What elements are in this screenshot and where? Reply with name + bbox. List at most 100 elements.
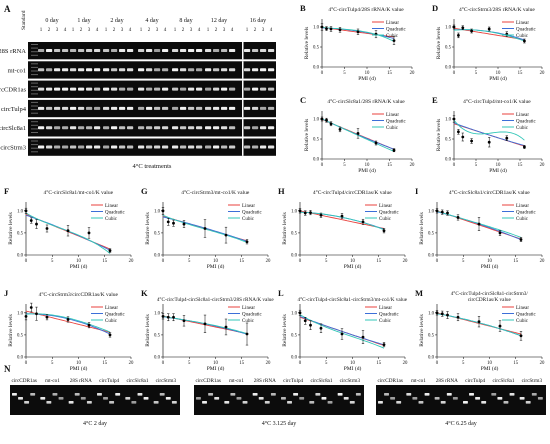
y-axis-label: Relative levels [8,212,14,245]
gel-band [188,87,195,91]
gel-band [70,68,77,72]
gel-band [154,49,161,52]
data-point [329,27,333,31]
x-tick-label: 5 [51,361,54,366]
ladder-band [31,151,38,153]
lane-number: 4 [198,28,201,33]
gel-band [70,49,77,52]
y-axis-label: Relative levels [436,27,442,60]
gel-band [244,68,251,72]
gel-lane-label: circSlc8a1 [311,378,333,384]
gel-band [424,393,430,396]
gel-band [162,106,169,110]
legend-label: Quadratic [105,312,125,317]
data-point [203,227,207,230]
data-point [166,315,170,319]
legend-label: Quadratic [242,312,262,317]
data-point [29,219,33,222]
gel-band [86,87,93,91]
gel-band [40,397,46,400]
gel-band [537,397,543,400]
chart-title: 4°C-circStrm3/28S rRNA/K value [459,6,535,13]
gel-band [497,397,503,400]
gel-band [252,87,259,91]
panel-letter: B [300,3,306,13]
chart-panel-e: E 4°C-circTulp4/mt-co1/K value 0 5 10 15 20 0.0… [432,95,545,174]
ladder-band [31,51,38,53]
data-point [392,39,396,42]
panel-letter: E [432,95,438,105]
gel-band [154,87,161,91]
gel-band [196,106,203,110]
gel-band [146,106,153,110]
gel-lane-label: mt-co1 [411,378,426,384]
y-tick-label: 1.0 [291,311,298,316]
gel-band [146,145,153,149]
chart-panel-c: C 4°C-circSlc8a1/28S rRNA/K value 0 5 10 15 20… [300,95,415,174]
gel-band [30,393,36,396]
gel-band [221,49,228,52]
data-point [298,209,302,213]
data-point [470,29,473,33]
gel-band [111,87,118,91]
panel-n: N circCDR1as mt-co1 28S rRNA circTulp4 circS… [4,364,546,427]
gel-band [103,87,110,91]
legend-label: Cubic [516,319,529,324]
gel-band [440,401,446,404]
legend-label: Linear [386,21,399,26]
legend-label: Cubic [379,319,392,324]
data-point [470,139,473,143]
gel-band [412,397,418,400]
gel-band [418,401,424,404]
standard-label: Standard [21,10,27,30]
gel-band [111,145,118,149]
chart-title: 4°C-circSlc8a1/28S rRNA/K value [327,98,405,105]
gel-band [452,397,458,400]
gel-band [260,126,267,130]
data-point [498,231,502,235]
data-point [338,28,342,32]
gel-lane-label: circCDR1as [377,378,402,384]
gel-band [119,106,126,110]
data-point [24,314,28,318]
gel-band [252,106,259,110]
gel-band [205,49,212,52]
gel-band [188,68,195,72]
lane-number: 1 [140,28,143,33]
chart-title: 4°C-circStrm3/mt-co1/K value [181,189,250,196]
gel-separator [242,61,244,79]
gel-band [268,145,275,149]
gel-band [162,145,169,149]
x-tick-label: 10 [496,163,501,168]
x-axis-label: PMI (d) [481,365,499,372]
x-tick-label: 20 [540,361,545,366]
data-point [66,318,70,321]
gel-lane-label: circSlc8a1 [127,378,149,384]
y-tick-label: 0.0 [154,254,161,259]
data-point [245,240,249,244]
gel-band [196,397,201,400]
gel-band [260,68,267,72]
gel-band [138,68,145,72]
data-point [361,335,365,339]
gel-band [94,68,101,72]
gel-band [172,145,179,149]
gel-band [230,393,236,396]
gel-band [378,401,383,404]
x-tick-label: 15 [239,259,244,264]
ladder-band [31,121,38,123]
legend-label: Cubic [516,126,529,131]
gel-band [162,49,169,52]
x-tick-label: 10 [350,259,355,264]
gel-band [244,145,251,149]
gel-band [146,126,153,130]
legend-label: Linear [516,21,529,26]
gel-band [202,401,207,404]
gel-band [12,393,17,396]
x-axis-label: PMI (d) [481,263,499,270]
data-point [298,311,302,315]
y-tick-label: 1.0 [428,209,435,214]
gel-band [119,145,126,149]
gel-band [103,49,110,52]
